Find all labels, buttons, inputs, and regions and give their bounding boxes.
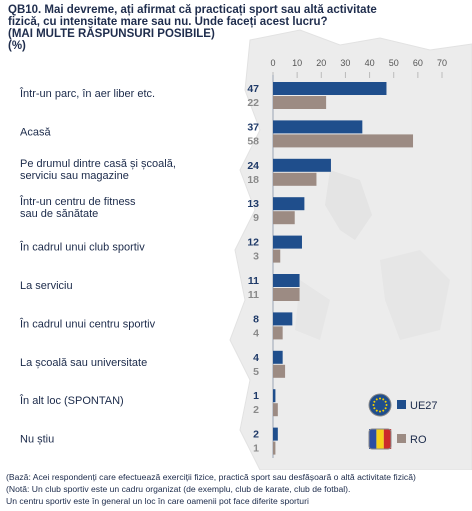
value-ro: 58 bbox=[247, 135, 259, 147]
bar-ue27 bbox=[273, 120, 363, 134]
bar-ue27 bbox=[273, 158, 331, 172]
eu-flag-star bbox=[384, 407, 387, 410]
bar-ue27 bbox=[273, 350, 283, 364]
note-center: Un centru sportiv este în general un loc… bbox=[6, 496, 309, 506]
bar-ue27 bbox=[273, 82, 387, 95]
eu-flag-star bbox=[372, 404, 375, 406]
bar-ue27 bbox=[273, 235, 302, 249]
value-ro: 3 bbox=[253, 251, 259, 263]
eu-flag-star bbox=[379, 397, 381, 400]
note-club: (Notă: Un club sportiv este un cadru org… bbox=[6, 484, 351, 494]
value-ue27: 13 bbox=[247, 198, 259, 210]
category-label: În alt loc (SPONTAN) bbox=[19, 394, 124, 407]
value-ue27: 2 bbox=[253, 429, 259, 441]
category-label: Nu știu bbox=[20, 434, 54, 446]
value-ue27: 24 bbox=[247, 160, 259, 172]
legend-swatch-ue27 bbox=[397, 400, 406, 409]
eu-flag-star bbox=[375, 398, 378, 401]
category-label: Într-un centru de fitness sau de sănătate bbox=[19, 195, 136, 220]
value-ro: 2 bbox=[253, 404, 259, 416]
bar-chart: 0 10 20 30 40 50 60 70 Într-un parc, în aer libe… bbox=[19, 58, 447, 458]
note-base: (Bază: Acei respondenți care efectuează … bbox=[6, 472, 416, 482]
bar-ro bbox=[273, 441, 276, 455]
title-line: fizică, cu intensitate mare sau nu. Unde… bbox=[8, 16, 328, 28]
category-label: Acasă bbox=[20, 126, 51, 138]
value-ro: 9 bbox=[253, 212, 259, 224]
bar-ro bbox=[273, 211, 295, 225]
bar-ue27 bbox=[273, 197, 305, 211]
ro-flag-stripe bbox=[383, 429, 392, 449]
bar-ro bbox=[273, 249, 281, 263]
category-label: Pe drumul dintre casă și școală, serviciu… bbox=[20, 158, 176, 182]
eu-flag-star bbox=[382, 409, 385, 412]
x-tick-label: 10 bbox=[292, 58, 302, 68]
category-label: În cadrul unui centru sportiv bbox=[19, 317, 156, 330]
value-ro: 4 bbox=[253, 327, 259, 339]
bar-ue27 bbox=[273, 389, 276, 403]
legend-label-ro: RO bbox=[410, 434, 427, 446]
bar-ue27 bbox=[273, 274, 300, 287]
value-ue27: 8 bbox=[253, 313, 259, 325]
bar-ro bbox=[273, 326, 283, 340]
bar-ue27 bbox=[273, 427, 278, 441]
value-ue27: 37 bbox=[247, 121, 259, 133]
ro-flag-stripe bbox=[369, 429, 377, 449]
footnotes: (Bază: Acei respondenți care efectuează … bbox=[6, 471, 472, 507]
chart-title: QB10. Mai devreme, ați afirmat că practi… bbox=[8, 4, 468, 52]
bar-ue27 bbox=[273, 312, 293, 326]
x-tick-label: 70 bbox=[437, 58, 447, 68]
legend-label-ue27: UE27 bbox=[410, 400, 438, 412]
ro-flag-icon bbox=[368, 428, 392, 450]
bar-ro bbox=[273, 364, 286, 378]
value-ro: 18 bbox=[247, 174, 259, 186]
value-ue27: 11 bbox=[248, 275, 259, 287]
eu-flag-star bbox=[373, 400, 376, 403]
x-tick-label: 40 bbox=[365, 58, 375, 68]
ro-flag-stripe bbox=[376, 429, 384, 449]
x-tick-label: 20 bbox=[316, 58, 326, 68]
eu-flag-star bbox=[379, 410, 381, 413]
category-label: La serviciu bbox=[20, 280, 73, 292]
value-ue27: 4 bbox=[253, 352, 259, 364]
x-tick-label: 0 bbox=[270, 58, 275, 68]
value-ro: 1 bbox=[253, 443, 259, 455]
value-ue27: 47 bbox=[247, 83, 259, 95]
eu-flag-star bbox=[382, 398, 385, 401]
category-label: În cadrul unui club sportiv bbox=[19, 241, 145, 254]
eu-flag-star bbox=[373, 407, 376, 410]
value-ro: 5 bbox=[253, 366, 259, 378]
legend-swatch-ro bbox=[397, 434, 406, 443]
value-ue27: 1 bbox=[253, 390, 259, 402]
title-line: (%) bbox=[8, 40, 26, 52]
x-tick-label: 50 bbox=[389, 58, 399, 68]
title-line: QB10. Mai devreme, ați afirmat că practi… bbox=[8, 4, 377, 16]
bar-ro bbox=[273, 403, 278, 417]
x-tick-label: 30 bbox=[340, 58, 350, 68]
eu-flag-icon bbox=[368, 393, 392, 417]
category-label: Într-un parc, în aer liber etc. bbox=[19, 87, 155, 100]
bar-ro bbox=[273, 134, 414, 148]
x-tick-label: 60 bbox=[413, 58, 423, 68]
eu-flag-star bbox=[385, 404, 388, 406]
bar-ro bbox=[273, 172, 317, 186]
value-ro: 22 bbox=[247, 97, 259, 109]
value-ue27: 12 bbox=[247, 237, 259, 249]
category-label: La școală sau universitate bbox=[20, 357, 147, 369]
bar-ro bbox=[273, 288, 300, 301]
eu-flag-star bbox=[384, 400, 387, 403]
bar-ro bbox=[273, 96, 327, 109]
eu-flag-star bbox=[375, 409, 378, 412]
title-line: (MAI MULTE RĂSPUNSURI POSIBILE) bbox=[8, 28, 215, 40]
value-ro: 11 bbox=[248, 289, 259, 301]
